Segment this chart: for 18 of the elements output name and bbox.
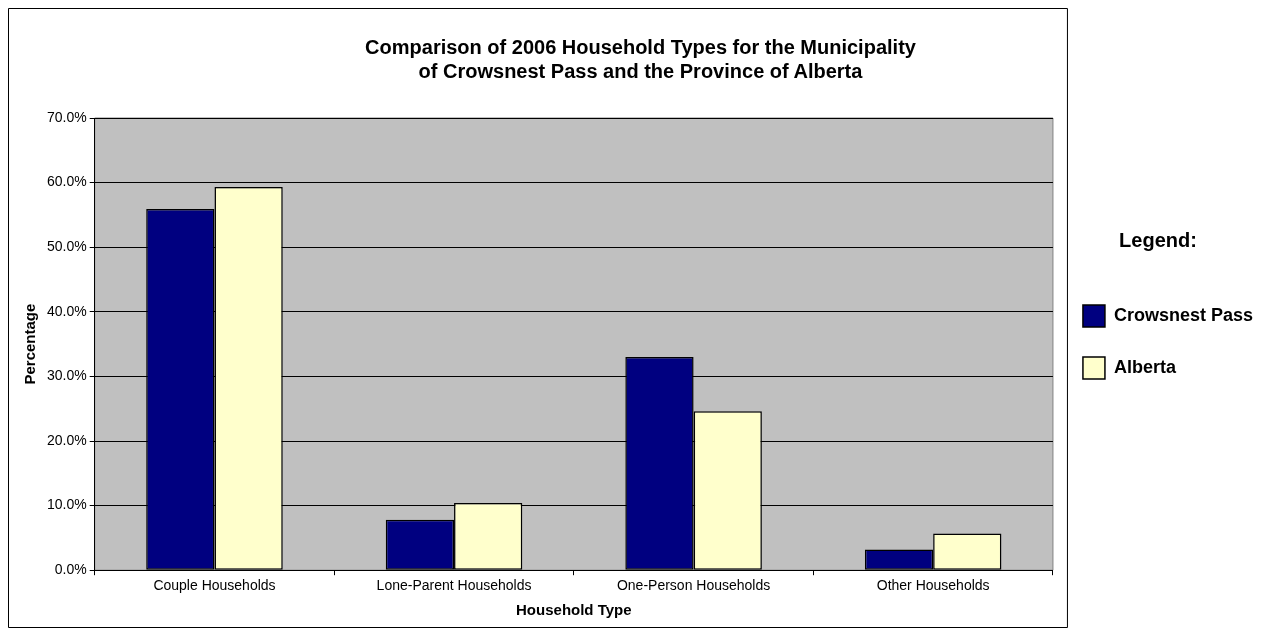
x-axis-title: Household Type — [516, 601, 632, 619]
legend-title: Legend: — [1119, 228, 1197, 251]
x-tick-label: Other Households — [876, 577, 990, 594]
y-tick-label: 50.0% — [46, 238, 87, 255]
y-tick-label: 20.0% — [46, 431, 87, 448]
x-tick-label: One-Person Households — [616, 577, 771, 594]
y-tick-label: 0.0% — [54, 561, 87, 578]
y-tick-label: 40.0% — [46, 302, 87, 319]
legend-label: Alberta — [1113, 356, 1177, 377]
x-tick-label: Couple Households — [153, 577, 276, 594]
x-tick-label: Lone-Parent Households — [376, 577, 532, 594]
y-tick-label: 60.0% — [46, 173, 87, 190]
y-tick-label: 30.0% — [46, 367, 87, 384]
y-tick-label: 70.0% — [46, 108, 87, 125]
y-tick-label: 10.0% — [46, 496, 87, 513]
legend-label: Crowsnest Pass — [1113, 304, 1253, 325]
chart-title: Comparison of 2006 Household Types for the Municipality of Crowsnest Pass and the Province of Alberta — [365, 35, 917, 82]
y-axis-title: Percentage — [21, 303, 39, 385]
